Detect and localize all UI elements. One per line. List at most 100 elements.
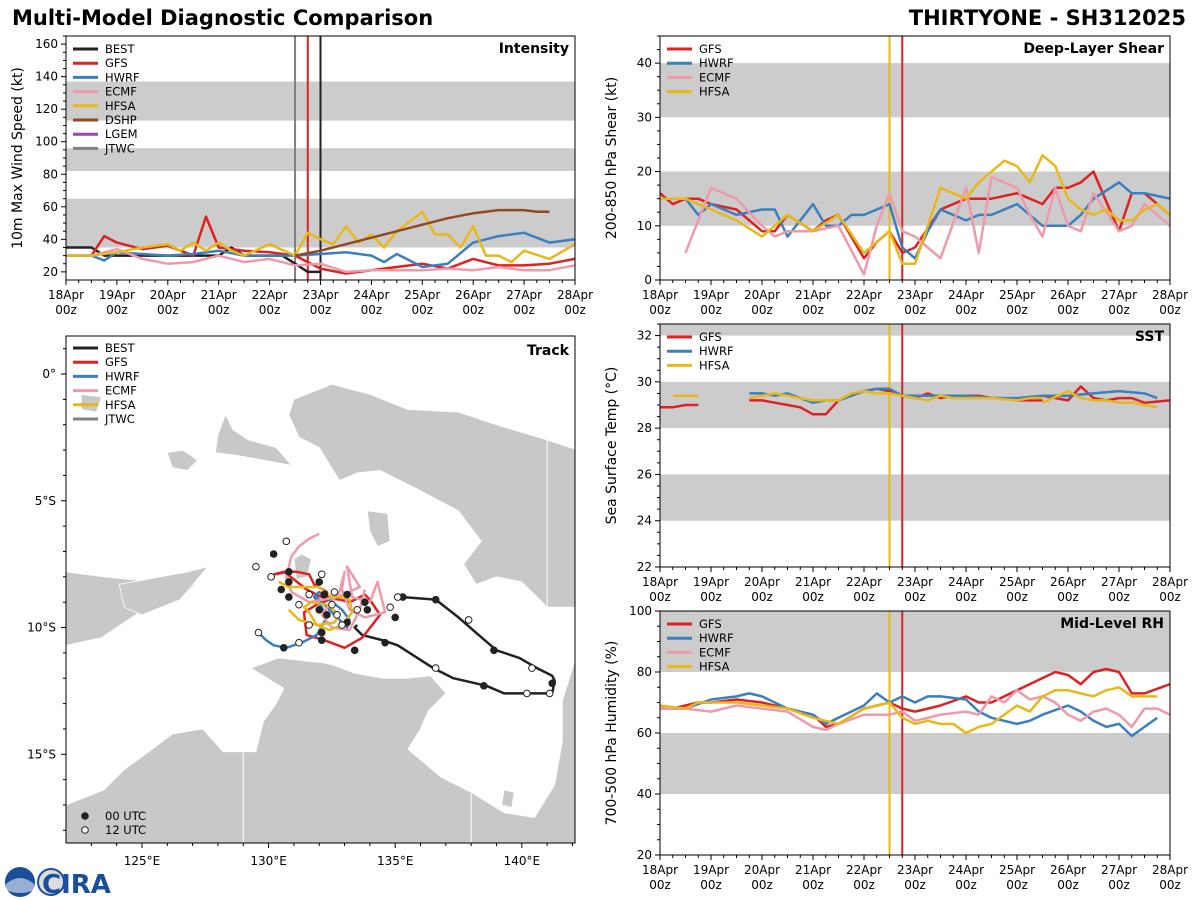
- marker-legend-symbol: [81, 812, 89, 820]
- shear-xtick-label: 00z: [1108, 303, 1130, 317]
- landmass-7: [66, 657, 575, 843]
- shear-xtick-label: 28Apr: [1152, 288, 1188, 302]
- rh-xtick-label: 27Apr: [1101, 863, 1137, 877]
- intensity-xtick-label: 18Apr: [48, 288, 84, 302]
- track-marker-12utc: [431, 664, 440, 672]
- landmass-0: [288, 383, 575, 608]
- rh-band-1: [660, 611, 1170, 672]
- shear-legend-label: ECMF: [699, 70, 731, 84]
- intensity-xtick-label: 24Apr: [353, 288, 389, 302]
- landmass-6: [366, 510, 391, 547]
- shear-xtick-label: 00z: [904, 303, 926, 317]
- track-marker-12utc: [252, 562, 260, 571]
- sst-xtick-label: 27Apr: [1101, 575, 1137, 589]
- intensity-line-hfsa: [66, 210, 575, 264]
- sst-legend-label: HFSA: [699, 358, 730, 372]
- shear-xtick-label: 00z: [955, 303, 977, 317]
- track-xtick-label: 135°E: [377, 854, 414, 868]
- intensity-xtick-label: 00z: [513, 303, 535, 317]
- intensity-xtick-label: 23Apr: [302, 288, 338, 302]
- intensity-panel: 2040608010012014016018Apr00z19Apr00z20Ap…: [10, 35, 593, 317]
- track-marker-00utc: [391, 613, 400, 622]
- track-panel: 125°E 130°E 135°E 140°E 0° 5°S 10°S 15°S Track BE…: [27, 335, 576, 868]
- page-title: Multi-Model Diagnostic Comparison: [12, 6, 434, 30]
- rh-xtick-label: 00z: [1006, 878, 1028, 892]
- sst-line-gfs: [660, 403, 699, 409]
- intensity-xtick-label: 19Apr: [99, 288, 135, 302]
- track-marker-00utc: [317, 628, 326, 637]
- track-marker-00utc: [285, 567, 293, 576]
- rh-ylabel: 700-500 hPa Humidity (%): [604, 641, 620, 826]
- cira-logo: CIRA: [5, 867, 111, 898]
- shear-xtick-label: 19Apr: [693, 288, 729, 302]
- logo-text: CIRA: [42, 870, 111, 898]
- shear-line-gfs: [660, 170, 1170, 260]
- track-marker-12utc: [254, 628, 263, 637]
- sst-xtick-label: 00z: [1108, 590, 1130, 604]
- rh-legend-label: HFSA: [699, 660, 730, 674]
- shear-ytick-label: 20: [637, 165, 652, 179]
- track-marker-00utc: [279, 644, 288, 652]
- intensity-xtick-label: 25Apr: [404, 288, 440, 302]
- intensity-ytick-label: 140: [35, 70, 58, 84]
- track-marker-00utc: [490, 646, 498, 655]
- rh-series: [660, 667, 1170, 738]
- track-marker-00utc: [320, 590, 329, 599]
- track-marker-00utc: [315, 578, 324, 586]
- sst-xtick-label: 21Apr: [795, 575, 831, 589]
- track-marker-12utc: [295, 600, 303, 609]
- track-marker-12utc: [328, 600, 336, 609]
- rh-line-hfsa: [660, 686, 1158, 735]
- rh-xtick-label: 00z: [700, 878, 722, 892]
- rh-title: Mid-Level RH: [1060, 616, 1164, 632]
- intensity-xtick-label: 00z: [361, 303, 383, 317]
- rh-xtick-label: 00z: [751, 878, 773, 892]
- shear-xtick-label: 26Apr: [1050, 288, 1086, 302]
- sst-xtick-label: 23Apr: [897, 575, 933, 589]
- sst-xtick-label: 18Apr: [642, 575, 678, 589]
- sst-xtick-label: 00z: [751, 590, 773, 604]
- track-marker-12utc: [317, 570, 326, 579]
- intensity-xtick-label: 00z: [106, 303, 128, 317]
- intensity-series: [66, 208, 575, 275]
- rh-xtick-label: 19Apr: [693, 863, 729, 877]
- shear-ytick-label: 40: [637, 56, 652, 70]
- sst-xtick-label: 26Apr: [1050, 575, 1086, 589]
- intensity-legend-label: GFS: [105, 56, 128, 70]
- intensity-ytick-label: 40: [43, 232, 58, 246]
- shear-line-ecmf: [684, 175, 1170, 276]
- track-marker-00utc: [317, 636, 326, 645]
- shear-xtick-label: 24Apr: [948, 288, 984, 302]
- rh-xtick-label: 00z: [649, 878, 671, 892]
- shear-title: Deep-Layer Shear: [1023, 41, 1164, 57]
- rh-legend-label: ECMF: [699, 645, 731, 659]
- track-frame: [65, 335, 576, 844]
- shear-line-hfsa: [660, 154, 1170, 265]
- shear-xtick-label: 00z: [853, 303, 875, 317]
- intensity-legend-label: ECMF: [105, 85, 137, 99]
- intensity-xtick-label: 00z: [564, 303, 586, 317]
- intensity-legend-label: HWRF: [105, 70, 140, 84]
- rh-ytick-label: 80: [637, 665, 652, 679]
- shear-xtick-label: 00z: [751, 303, 773, 317]
- intensity-line-ecmf: [66, 247, 575, 274]
- rh-xtick-label: 00z: [955, 878, 977, 892]
- track-legend-label: BEST: [105, 341, 135, 355]
- track-marker-00utc: [350, 646, 359, 655]
- track-line-ecmf: [285, 532, 387, 632]
- rh-xtick-label: 00z: [853, 878, 875, 892]
- intensity-legend-label: JTWC: [104, 141, 135, 155]
- shear-xtick-label: 18Apr: [642, 288, 678, 302]
- sst-legend-label: HWRF: [699, 344, 734, 358]
- track-marker-00utc: [381, 638, 389, 647]
- sst-xtick-label: 20Apr: [744, 575, 780, 589]
- intensity-xtick-label: 00z: [412, 303, 434, 317]
- shear-ytick-label: 30: [637, 110, 652, 124]
- sst-series: [660, 385, 1170, 416]
- shear-series: [660, 154, 1170, 276]
- track-marker-12utc: [333, 611, 341, 619]
- rh-xtick-label: 00z: [1108, 878, 1130, 892]
- track-legend-label: HWRF: [105, 369, 140, 383]
- intensity-ytick-label: 120: [35, 102, 58, 116]
- rh-xtick-label: 00z: [904, 878, 926, 892]
